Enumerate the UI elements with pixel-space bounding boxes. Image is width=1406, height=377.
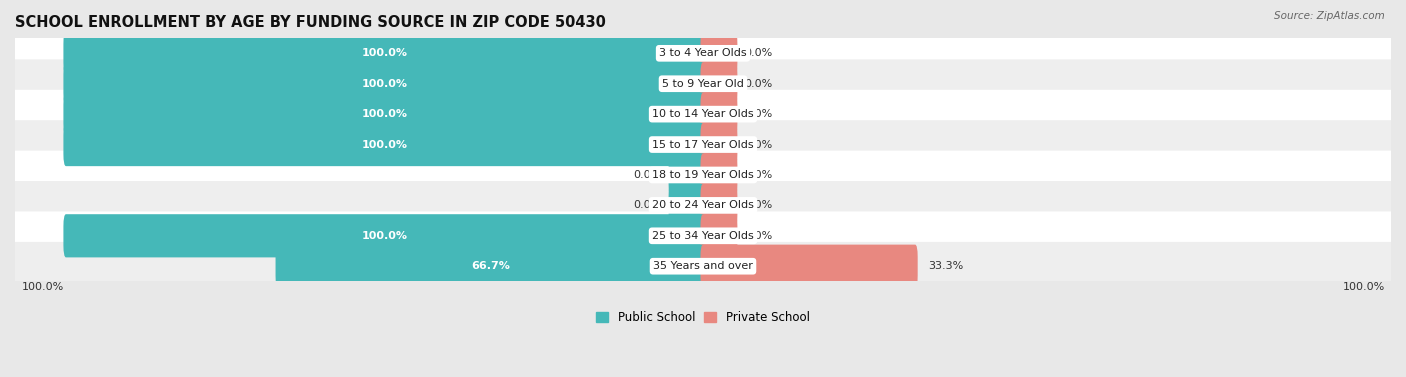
Text: 35 Years and over: 35 Years and over: [652, 261, 754, 271]
Text: 15 to 17 Year Olds: 15 to 17 Year Olds: [652, 139, 754, 150]
FancyBboxPatch shape: [13, 60, 1393, 108]
Text: 18 to 19 Year Olds: 18 to 19 Year Olds: [652, 170, 754, 180]
FancyBboxPatch shape: [700, 123, 737, 166]
Text: 25 to 34 Year Olds: 25 to 34 Year Olds: [652, 231, 754, 241]
Text: 0.0%: 0.0%: [633, 201, 662, 210]
Text: 5 to 9 Year Old: 5 to 9 Year Old: [662, 79, 744, 89]
FancyBboxPatch shape: [13, 120, 1393, 169]
Text: 0.0%: 0.0%: [744, 109, 773, 119]
FancyBboxPatch shape: [700, 153, 737, 196]
Text: 0.0%: 0.0%: [744, 79, 773, 89]
Text: 20 to 24 Year Olds: 20 to 24 Year Olds: [652, 201, 754, 210]
FancyBboxPatch shape: [700, 62, 737, 105]
FancyBboxPatch shape: [700, 32, 737, 75]
FancyBboxPatch shape: [63, 62, 706, 105]
FancyBboxPatch shape: [13, 181, 1393, 230]
FancyBboxPatch shape: [669, 184, 706, 227]
Text: 100.0%: 100.0%: [361, 48, 408, 58]
Text: 0.0%: 0.0%: [744, 48, 773, 58]
Text: 33.3%: 33.3%: [928, 261, 963, 271]
Text: 0.0%: 0.0%: [744, 139, 773, 150]
FancyBboxPatch shape: [63, 214, 706, 257]
FancyBboxPatch shape: [13, 90, 1393, 138]
Text: Source: ZipAtlas.com: Source: ZipAtlas.com: [1274, 11, 1385, 21]
Text: 0.0%: 0.0%: [744, 201, 773, 210]
Text: 0.0%: 0.0%: [633, 170, 662, 180]
Text: 0.0%: 0.0%: [744, 231, 773, 241]
FancyBboxPatch shape: [700, 245, 918, 288]
Text: 100.0%: 100.0%: [21, 282, 63, 292]
Text: 100.0%: 100.0%: [361, 231, 408, 241]
Text: 100.0%: 100.0%: [361, 79, 408, 89]
Text: 100.0%: 100.0%: [361, 109, 408, 119]
FancyBboxPatch shape: [13, 211, 1393, 260]
FancyBboxPatch shape: [13, 242, 1393, 291]
Text: 3 to 4 Year Olds: 3 to 4 Year Olds: [659, 48, 747, 58]
FancyBboxPatch shape: [700, 184, 737, 227]
Text: 100.0%: 100.0%: [1343, 282, 1385, 292]
FancyBboxPatch shape: [63, 32, 706, 75]
Text: 0.0%: 0.0%: [744, 170, 773, 180]
FancyBboxPatch shape: [669, 153, 706, 196]
FancyBboxPatch shape: [276, 245, 706, 288]
Text: SCHOOL ENROLLMENT BY AGE BY FUNDING SOURCE IN ZIP CODE 50430: SCHOOL ENROLLMENT BY AGE BY FUNDING SOUR…: [15, 15, 606, 30]
Text: 100.0%: 100.0%: [361, 139, 408, 150]
Text: 66.7%: 66.7%: [471, 261, 510, 271]
Text: 10 to 14 Year Olds: 10 to 14 Year Olds: [652, 109, 754, 119]
FancyBboxPatch shape: [63, 123, 706, 166]
FancyBboxPatch shape: [13, 29, 1393, 78]
FancyBboxPatch shape: [700, 214, 737, 257]
Legend: Public School, Private School: Public School, Private School: [592, 307, 814, 329]
FancyBboxPatch shape: [63, 92, 706, 136]
FancyBboxPatch shape: [700, 92, 737, 136]
FancyBboxPatch shape: [13, 151, 1393, 199]
